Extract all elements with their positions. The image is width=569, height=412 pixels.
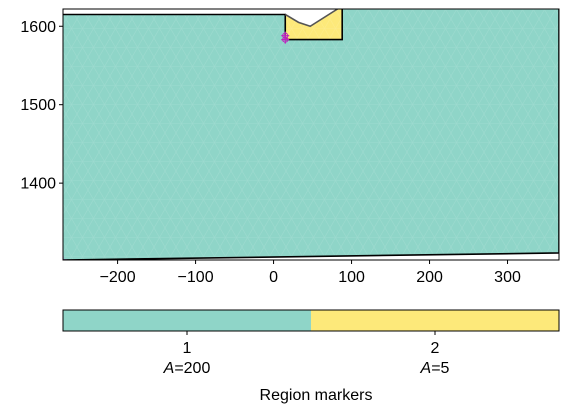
- area-symbol: A: [163, 360, 175, 377]
- y-tick-label: 1500: [20, 97, 56, 114]
- y-tick-label: 1400: [20, 176, 56, 193]
- surface-line: [284, 9, 338, 28]
- markers-layer: [63, 31, 290, 260]
- y-axis: 1400 1500 1600: [20, 19, 63, 193]
- colorbar-sublabel-2: A=5: [420, 360, 450, 377]
- domain-boundary-outer: [63, 9, 559, 260]
- colorbar-label-1: 1: [183, 340, 192, 357]
- area-value: =5: [431, 360, 449, 377]
- x-tick-label: 300: [494, 269, 521, 286]
- x-axis: −200 −100 0 100 200 300: [100, 260, 521, 286]
- colorbar-frame: [62, 309, 560, 332]
- area-symbol: A: [420, 360, 432, 377]
- colorbar-segment-1: [63, 310, 311, 331]
- plot-area: [63, 9, 559, 260]
- colorbar-label-2: 2: [431, 340, 440, 357]
- x-tick-label: 100: [338, 269, 365, 286]
- x-tick-label: −100: [178, 269, 214, 286]
- colorbar-segment-2: [311, 310, 559, 331]
- mesh-texture: [63, 9, 559, 260]
- y-tick-label: 1600: [20, 19, 56, 36]
- colorbar-title: Region markers: [260, 387, 373, 404]
- plot-frame: [62, 8, 560, 261]
- area-value: =200: [174, 360, 210, 377]
- colorbar-sublabel-1: A=200: [163, 360, 211, 377]
- x-tick-label: 200: [416, 269, 443, 286]
- x-tick-label: 0: [269, 269, 278, 286]
- region-marker-circle: [282, 36, 289, 43]
- x-tick-label: −200: [100, 269, 136, 286]
